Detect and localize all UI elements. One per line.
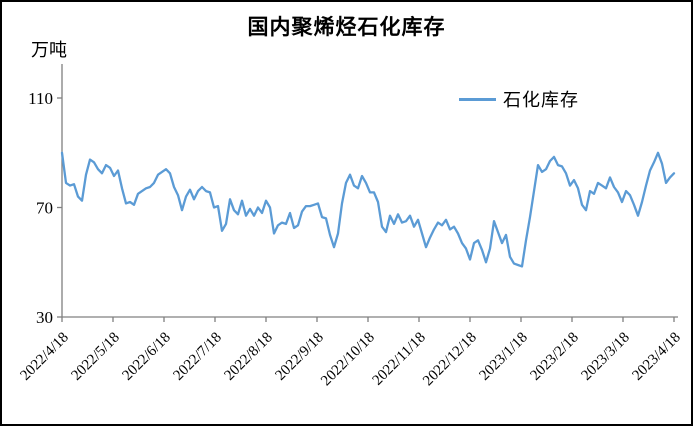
legend-series-label: 石化库存 xyxy=(503,90,579,110)
y-axis-unit-label: 万吨 xyxy=(31,40,67,60)
series-line-inventory xyxy=(60,151,676,268)
x-tick-label: 2023/2/18 xyxy=(527,330,581,384)
legend: 石化库存 xyxy=(459,86,579,112)
x-tick-label: 2023/1/18 xyxy=(476,330,530,384)
x-tick-label: 2023/3/18 xyxy=(578,330,632,384)
y-tick-label: 70 xyxy=(36,199,53,218)
x-tick-label: 2022/12/18 xyxy=(420,330,480,390)
chart-title: 国内聚烯烃石化库存 xyxy=(247,15,446,39)
x-tick-label: 2022/8/18 xyxy=(221,330,275,384)
y-tick-label: 110 xyxy=(28,89,53,108)
x-tick-label: 2022/7/18 xyxy=(170,330,224,384)
x-tick-label: 2022/5/18 xyxy=(68,330,122,384)
x-tick-label: 2022/4/18 xyxy=(17,330,71,384)
x-tick-label: 2023/4/18 xyxy=(629,330,683,384)
x-tick-label: 2022/11/18 xyxy=(370,330,429,389)
x-tick-label: 2022/6/18 xyxy=(119,330,173,384)
x-tick-label: 2022/10/18 xyxy=(318,330,378,390)
y-tick-label: 30 xyxy=(36,308,53,327)
legend-line-swatch xyxy=(459,97,496,101)
x-tick-label: 2022/9/18 xyxy=(272,330,326,384)
